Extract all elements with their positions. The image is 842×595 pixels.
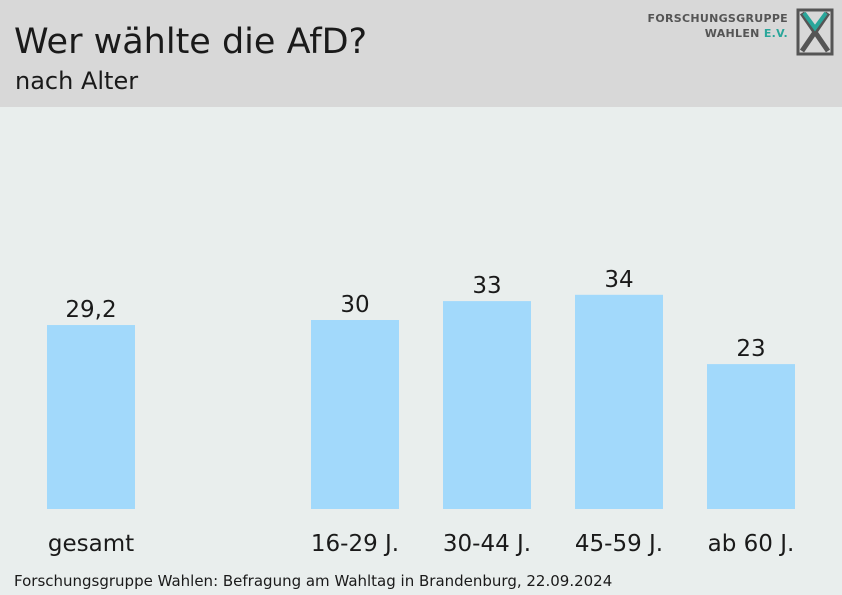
category-label-4: 45-59 J. xyxy=(575,531,663,557)
logo-text-wahlen: WAHLEN xyxy=(704,27,760,40)
logo-text-ev: E.V. xyxy=(763,27,788,40)
chart-title: Wer wählte die AfD? xyxy=(14,22,368,62)
bar-2 xyxy=(311,320,399,509)
bar-3 xyxy=(443,301,531,509)
bar-4 xyxy=(575,294,663,509)
bar-chart: 29,2 gesamt 30 16-29 J. 33 30-44 J. 34 45-59 J.… xyxy=(47,267,795,557)
category-label-3: 30-44 J. xyxy=(443,531,531,557)
value-label-2: 30 xyxy=(340,292,369,318)
chart-subtitle: nach Alter xyxy=(15,67,139,95)
bar-1 xyxy=(47,325,135,509)
logo-text-line1: FORSCHUNGSGRUPPE xyxy=(647,12,788,25)
bar-5 xyxy=(707,364,795,509)
value-label-5: 23 xyxy=(736,336,765,362)
header-band: Wer wählte die AfD? nach Alter FORSCHUNG… xyxy=(0,0,842,107)
value-label-3: 33 xyxy=(472,273,501,299)
value-label-1: 29,2 xyxy=(65,297,116,323)
source-note: Forschungsgruppe Wahlen: Befragung am Wa… xyxy=(14,572,613,590)
category-label-1: gesamt xyxy=(48,531,134,557)
value-label-4: 34 xyxy=(604,267,633,293)
category-label-5: ab 60 J. xyxy=(708,531,795,557)
fgw-logo: FORSCHUNGSGRUPPE WAHLEN E.V. xyxy=(640,8,836,58)
logo-x-icon xyxy=(796,8,834,56)
category-label-2: 16-29 J. xyxy=(311,531,399,557)
logo-text-line2: WAHLEN E.V. xyxy=(705,27,788,40)
